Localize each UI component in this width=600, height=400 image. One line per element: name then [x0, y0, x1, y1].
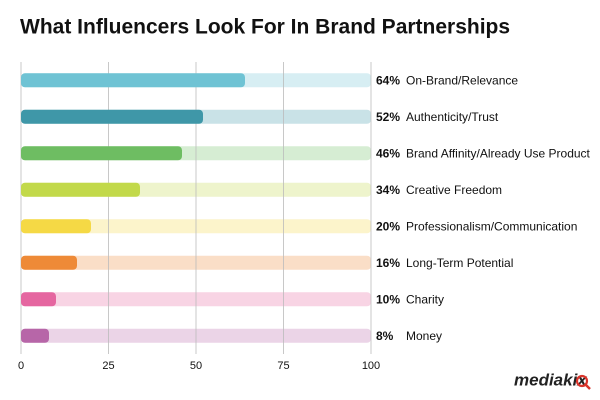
value-label: 8%: [376, 329, 394, 343]
logo-icon: [575, 374, 589, 388]
category-label: Money: [406, 329, 442, 343]
value-label: 34%: [376, 183, 400, 197]
x-tick-label: 50: [190, 360, 202, 372]
category-label: Long-Term Potential: [406, 256, 513, 270]
value-label: 20%: [376, 219, 400, 233]
chart-title: What Influencers Look For In Brand Partn…: [20, 16, 510, 39]
value-label: 16%: [376, 256, 400, 270]
category-label: Charity: [406, 292, 444, 306]
bar: [21, 146, 182, 161]
bar: [21, 109, 203, 124]
value-label: 52%: [376, 110, 400, 124]
category-label: Professionalism/Communication: [406, 219, 577, 233]
x-tick-label: 75: [277, 360, 289, 372]
bar: [21, 182, 140, 197]
logo-text: mediakix: [514, 370, 588, 389]
category-label: Creative Freedom: [406, 183, 502, 197]
category-label: On-Brand/Relevance: [406, 73, 518, 87]
bar: [21, 328, 49, 343]
bar: [21, 255, 77, 270]
x-tick-label: 25: [102, 360, 114, 372]
value-label: 46%: [376, 146, 400, 160]
value-label: 64%: [376, 73, 400, 87]
value-label: 10%: [376, 292, 400, 306]
logo-icon: [584, 383, 591, 390]
x-tick-label: 0: [18, 360, 24, 372]
x-tick-label: 100: [362, 360, 380, 372]
logo: mediakix: [514, 370, 591, 390]
bar: [21, 73, 245, 88]
bar: [21, 219, 91, 234]
category-label: Brand Affinity/Already Use Product: [406, 146, 591, 160]
category-label: Authenticity/Trust: [406, 110, 499, 124]
bar: [21, 292, 56, 307]
